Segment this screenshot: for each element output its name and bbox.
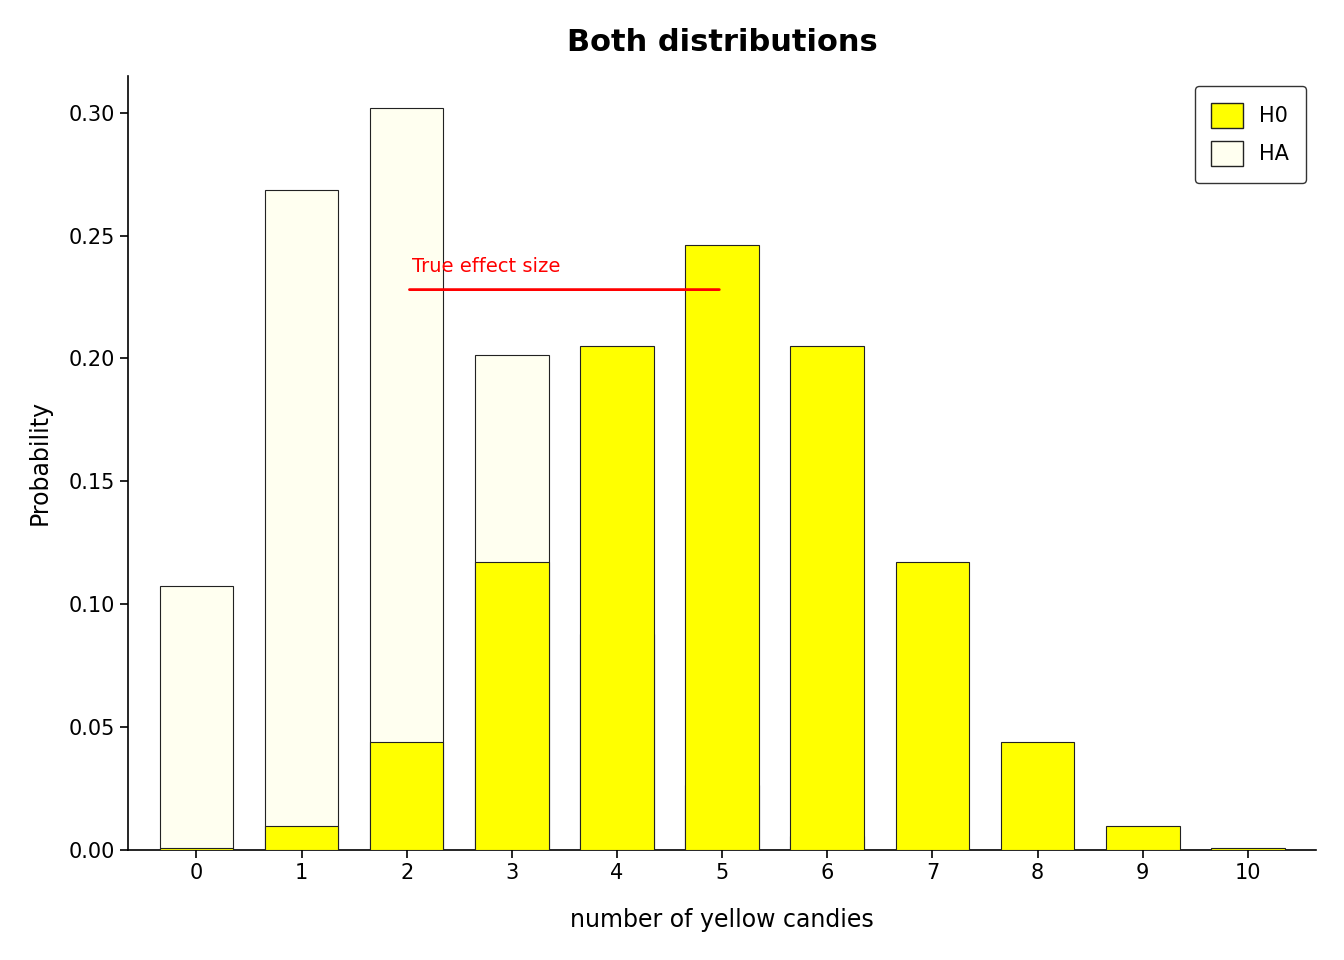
X-axis label: number of yellow candies: number of yellow candies bbox=[570, 908, 874, 932]
Title: Both distributions: Both distributions bbox=[567, 28, 878, 57]
Bar bbox=[160, 587, 233, 850]
Text: True effect size: True effect size bbox=[411, 257, 560, 276]
Bar bbox=[685, 785, 759, 850]
Bar bbox=[1001, 742, 1074, 850]
Bar bbox=[895, 848, 969, 850]
Bar bbox=[474, 562, 548, 850]
Bar bbox=[265, 190, 339, 850]
Bar bbox=[1211, 848, 1285, 850]
Bar bbox=[685, 245, 759, 850]
Bar bbox=[160, 848, 233, 850]
Bar bbox=[265, 826, 339, 850]
Legend: H0, HA: H0, HA bbox=[1195, 86, 1306, 182]
Y-axis label: Probability: Probability bbox=[28, 400, 52, 525]
Bar bbox=[581, 634, 653, 850]
Bar bbox=[790, 836, 864, 850]
Bar bbox=[1106, 826, 1180, 850]
Bar bbox=[581, 346, 653, 850]
Bar bbox=[474, 355, 548, 850]
Bar bbox=[895, 562, 969, 850]
Bar bbox=[370, 108, 444, 850]
Bar bbox=[790, 346, 864, 850]
Bar bbox=[370, 742, 444, 850]
